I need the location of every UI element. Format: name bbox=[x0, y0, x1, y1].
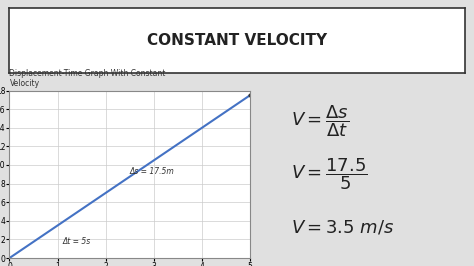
Text: CONSTANT VELOCITY: CONSTANT VELOCITY bbox=[147, 33, 327, 48]
Text: Δt = 5s: Δt = 5s bbox=[63, 237, 91, 246]
Text: Δs = 17.5m: Δs = 17.5m bbox=[130, 167, 174, 176]
Text: $V = 3.5\ m/s$: $V = 3.5\ m/s$ bbox=[291, 219, 395, 237]
Text: $V = \dfrac{17.5}{5}$: $V = \dfrac{17.5}{5}$ bbox=[291, 156, 368, 192]
Text: Displacement-Time Graph With Constant
Velocity: Displacement-Time Graph With Constant Ve… bbox=[9, 69, 166, 88]
Text: $V = \dfrac{\Delta s}{\Delta t}$: $V = \dfrac{\Delta s}{\Delta t}$ bbox=[291, 103, 349, 139]
